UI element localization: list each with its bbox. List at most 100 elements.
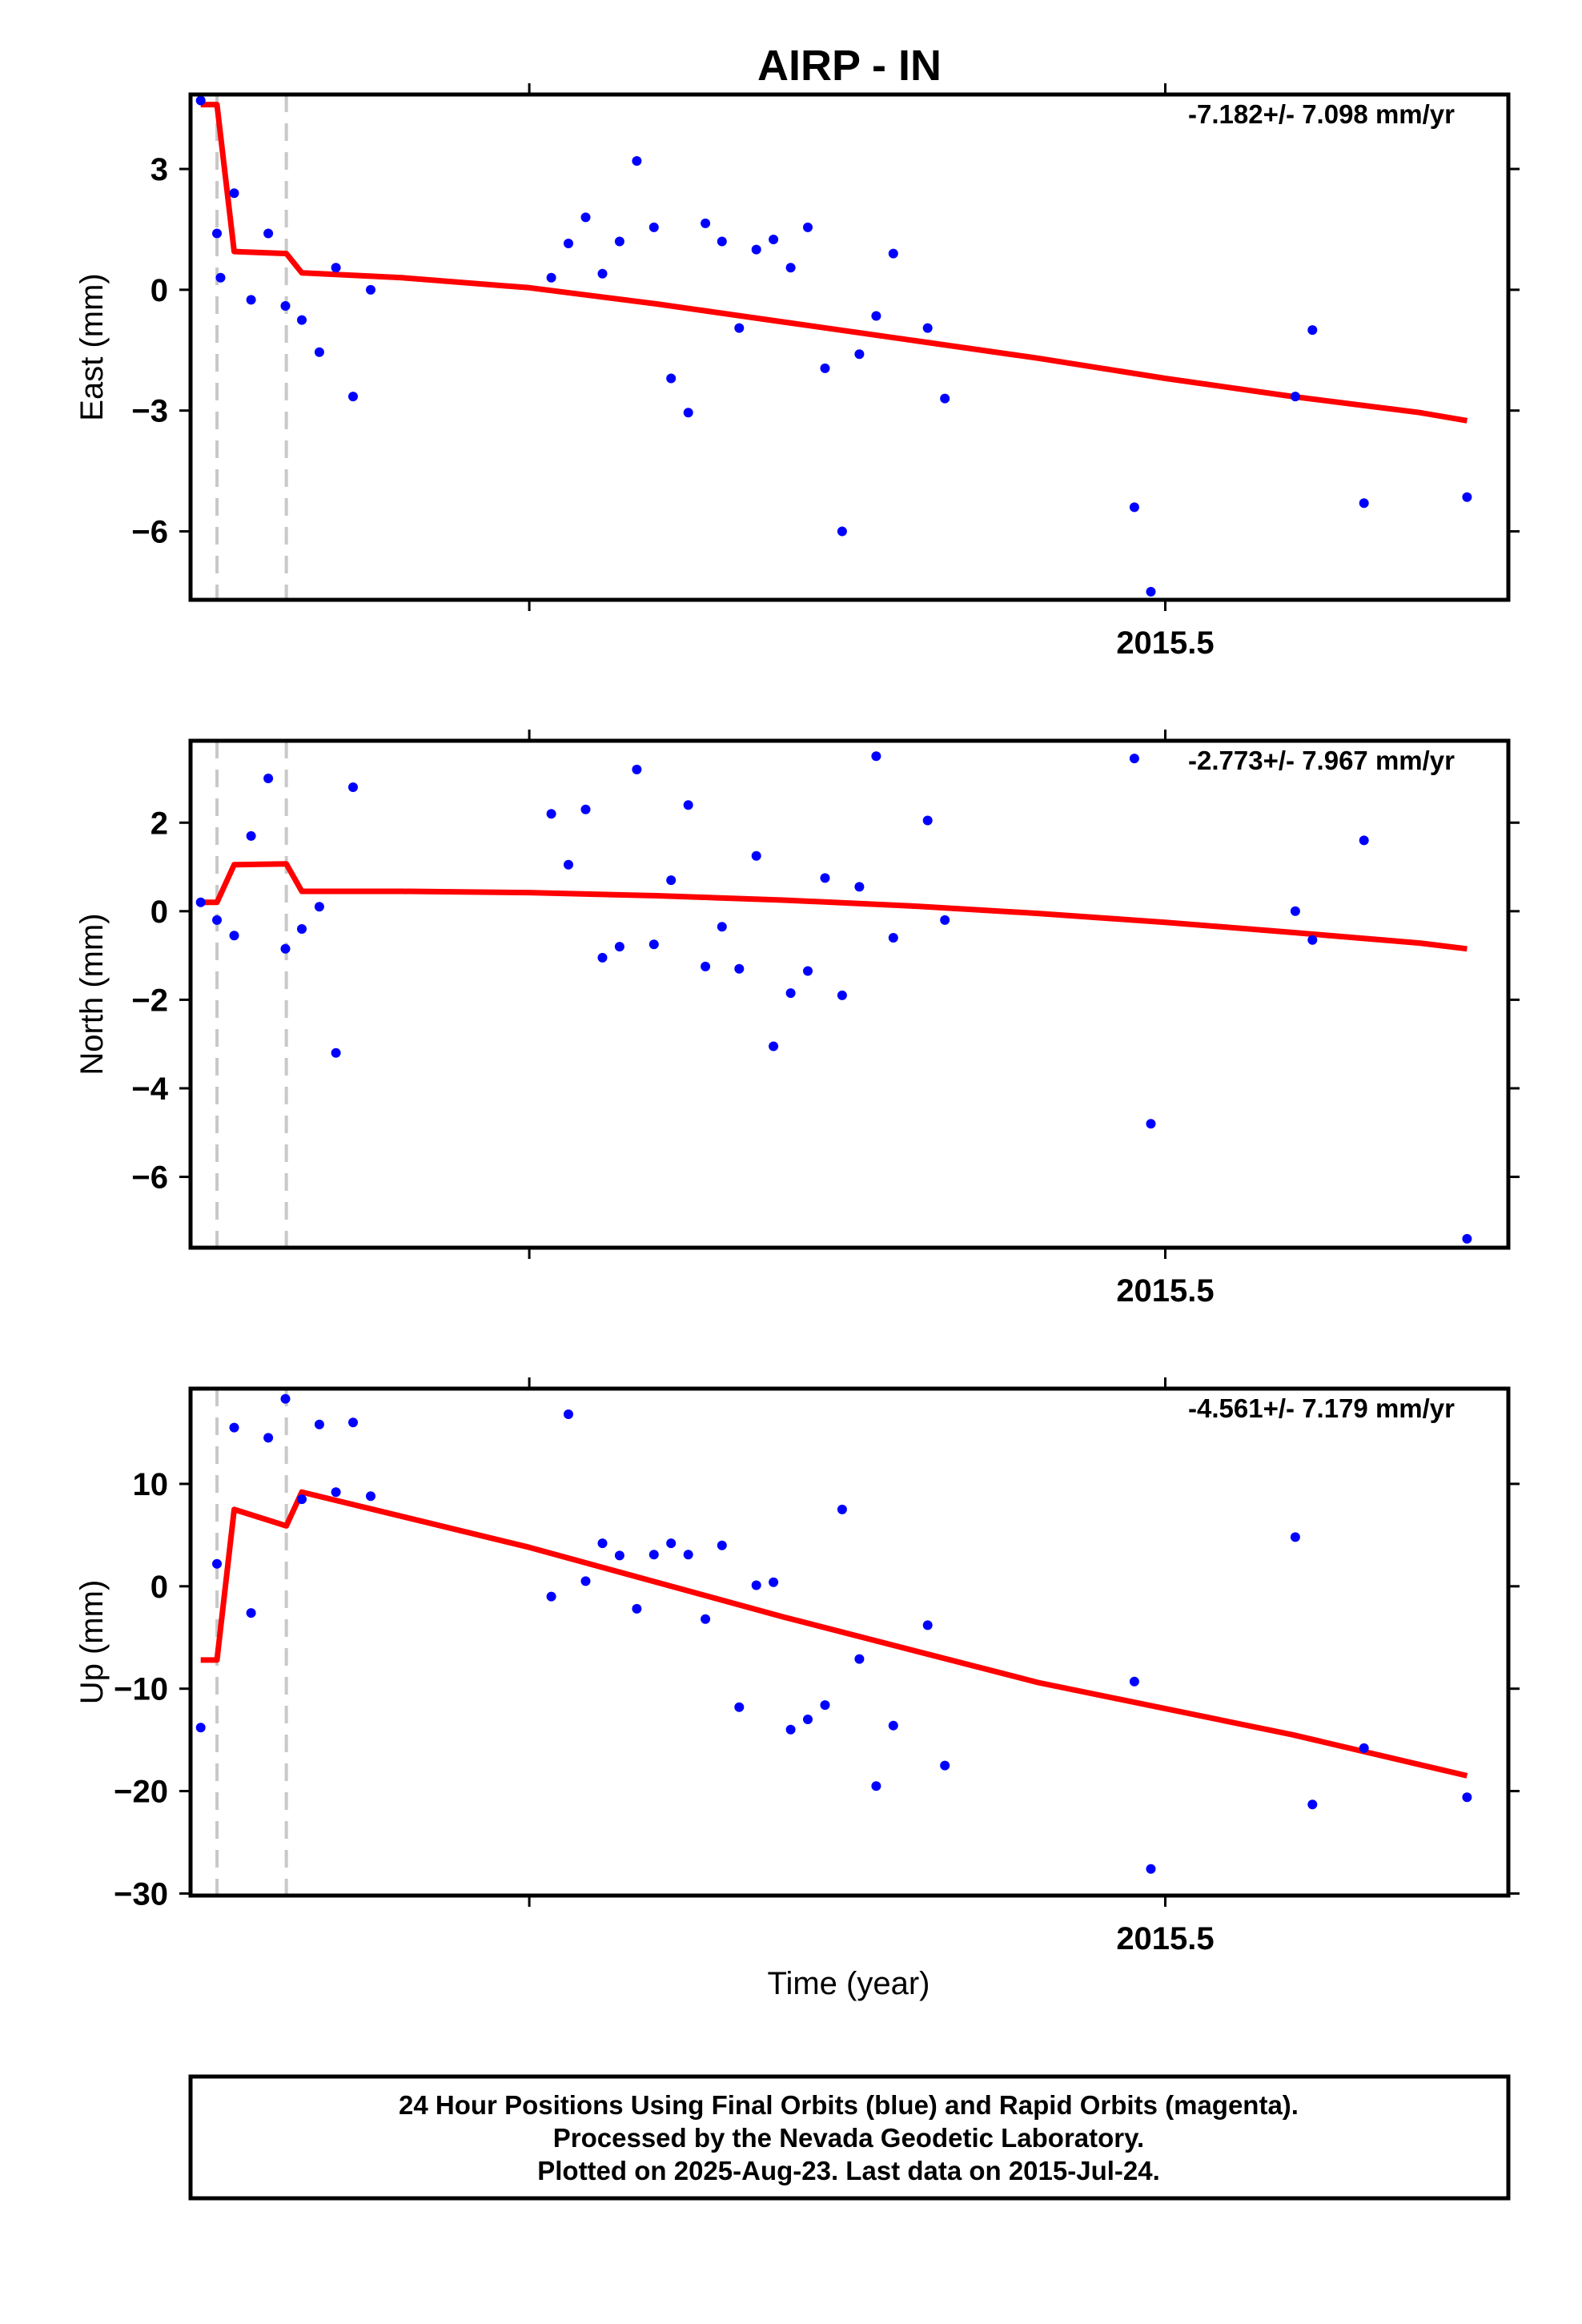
east-x-tick-label: 2015.5 bbox=[1116, 625, 1214, 661]
north-data-point bbox=[597, 952, 608, 963]
north-data-point bbox=[580, 804, 591, 814]
up-data-point bbox=[922, 1620, 933, 1630]
up-data-point bbox=[666, 1538, 677, 1549]
up-data-point bbox=[229, 1422, 239, 1433]
east-data-point bbox=[195, 95, 206, 106]
east-data-point bbox=[215, 272, 226, 283]
north-data-point bbox=[297, 924, 307, 934]
up-data-point bbox=[246, 1608, 256, 1618]
east-data-point bbox=[751, 244, 761, 255]
north-data-point bbox=[632, 764, 642, 774]
east-data-point bbox=[331, 263, 341, 273]
up-data-point bbox=[297, 1494, 307, 1505]
east-data-point bbox=[785, 263, 796, 273]
north-panel: −6 −4 −2 0 2 2015.5 North (mm) -2.773+/- 7.967 … bbox=[74, 730, 1520, 1309]
north-data-point bbox=[1290, 906, 1300, 916]
up-data-point bbox=[546, 1591, 556, 1602]
east-data-point bbox=[1129, 502, 1139, 513]
north-data-point bbox=[803, 966, 813, 976]
east-data-point bbox=[922, 323, 933, 333]
x-axis-label: Time (year) bbox=[768, 1966, 930, 2001]
east-y-tick-label: 0 bbox=[151, 273, 168, 308]
east-y-tick-label: −3 bbox=[131, 394, 168, 429]
east-data-point bbox=[229, 188, 239, 199]
east-data-point bbox=[297, 315, 307, 325]
up-data-point bbox=[348, 1417, 358, 1428]
up-y-tick-label: 10 bbox=[133, 1467, 169, 1502]
up-data-point bbox=[580, 1576, 591, 1586]
up-data-point bbox=[1129, 1676, 1139, 1687]
north-plot-frame bbox=[188, 738, 1511, 1250]
east-y-tick-label: −6 bbox=[131, 515, 168, 550]
north-y-tick-label: −6 bbox=[131, 1160, 168, 1196]
east-data-point bbox=[648, 222, 659, 232]
up-data-point bbox=[212, 1558, 222, 1569]
up-data-point bbox=[888, 1720, 898, 1731]
east-data-point bbox=[546, 272, 556, 283]
up-data-point bbox=[1146, 1864, 1156, 1874]
east-panel: −6 −3 0 3 2015.5 East (mm) -7.182+/- 7.098 mm/… bbox=[74, 83, 1520, 661]
up-data-point bbox=[648, 1550, 659, 1560]
north-data-point bbox=[922, 815, 933, 826]
east-data-point bbox=[854, 349, 865, 360]
north-model-line bbox=[200, 861, 1468, 952]
up-data-point bbox=[263, 1433, 274, 1443]
east-rate-label: -7.182+/- 7.098 mm/yr bbox=[1188, 99, 1455, 129]
up-data-point bbox=[564, 1409, 573, 1419]
up-data-point bbox=[614, 1550, 624, 1561]
east-data-point bbox=[871, 311, 881, 321]
up-y-tick-label: 0 bbox=[151, 1570, 168, 1605]
up-rate-label: -4.561+/- 7.179 mm/yr bbox=[1188, 1393, 1455, 1423]
east-model-line bbox=[200, 102, 1468, 424]
up-data-point bbox=[785, 1724, 796, 1735]
east-data-point bbox=[1146, 586, 1156, 597]
east-data-point bbox=[820, 363, 830, 373]
east-data-point bbox=[314, 347, 324, 357]
up-y-tick-label: −30 bbox=[114, 1876, 168, 1912]
north-data-point bbox=[1307, 935, 1318, 945]
east-data-point bbox=[1359, 498, 1369, 509]
east-data-point bbox=[888, 248, 898, 259]
up-y-axis-label: Up (mm) bbox=[74, 1580, 110, 1705]
up-y-tick-label: −10 bbox=[114, 1672, 168, 1707]
north-data-point bbox=[246, 830, 256, 841]
north-data-point bbox=[546, 809, 556, 819]
up-data-point bbox=[871, 1781, 881, 1791]
up-y-tick-label: −20 bbox=[114, 1775, 168, 1810]
north-data-point bbox=[1462, 1233, 1472, 1244]
north-data-point bbox=[701, 961, 711, 971]
east-data-point bbox=[940, 393, 950, 404]
north-data-point bbox=[314, 902, 324, 912]
east-data-point bbox=[212, 228, 222, 239]
caption-line-1: 24 Hour Positions Using Final Orbits (bl… bbox=[399, 2090, 1299, 2120]
east-data-point bbox=[717, 236, 727, 247]
caption-line-3: Plotted on 2025-Aug-23. Last data on 201… bbox=[537, 2156, 1160, 2185]
up-x-tick-label: 2015.5 bbox=[1116, 1921, 1214, 1956]
north-data-point bbox=[229, 931, 239, 941]
north-data-point bbox=[331, 1047, 341, 1058]
chart-title: AIRP - IN bbox=[757, 42, 942, 90]
east-data-point bbox=[597, 268, 608, 279]
east-data-point bbox=[734, 323, 745, 333]
north-data-point bbox=[769, 1041, 779, 1051]
east-data-point bbox=[683, 408, 693, 418]
north-data-point bbox=[888, 933, 898, 943]
up-data-point bbox=[331, 1487, 341, 1498]
east-data-point bbox=[280, 301, 291, 311]
east-data-point bbox=[366, 284, 375, 295]
north-y-tick-label: −4 bbox=[131, 1072, 168, 1107]
north-data-point bbox=[1129, 754, 1139, 764]
up-data-point bbox=[701, 1614, 711, 1624]
up-panel: −30 −20 −10 0 10 2015.5 Up (mm) -4.561+/- 7.179… bbox=[74, 1377, 1520, 1956]
east-data-point bbox=[837, 526, 847, 537]
north-y-tick-label: 2 bbox=[151, 806, 168, 841]
up-data-point bbox=[195, 1723, 206, 1733]
east-data-point bbox=[580, 212, 591, 223]
up-data-point bbox=[1290, 1532, 1300, 1542]
up-data-point bbox=[1307, 1799, 1318, 1810]
east-y-tick-label: 3 bbox=[151, 152, 168, 187]
north-data-point bbox=[212, 915, 222, 925]
east-data-point bbox=[1462, 492, 1472, 502]
north-data-point bbox=[683, 800, 693, 810]
up-data-point bbox=[734, 1702, 745, 1712]
